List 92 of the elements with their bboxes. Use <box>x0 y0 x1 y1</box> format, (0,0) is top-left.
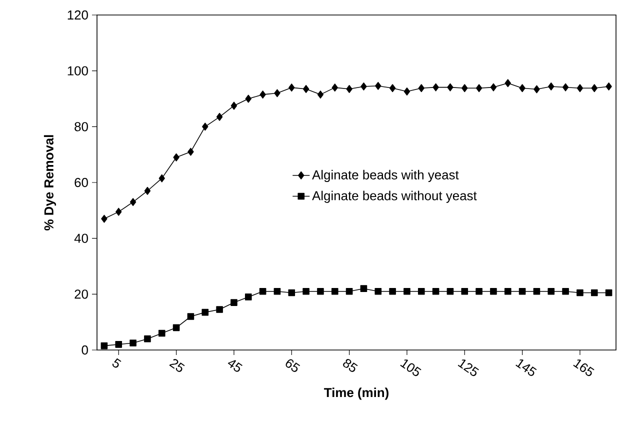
point <box>462 84 468 92</box>
point <box>302 288 310 295</box>
point <box>446 288 454 295</box>
point <box>504 288 512 295</box>
point <box>590 289 598 296</box>
point <box>346 288 353 295</box>
x-tick-label: 145 <box>516 360 537 376</box>
point <box>216 112 223 121</box>
point <box>476 288 482 295</box>
point <box>360 82 367 90</box>
point <box>404 288 410 295</box>
point <box>172 324 180 332</box>
point <box>331 288 338 295</box>
point <box>432 288 440 295</box>
point <box>548 288 555 295</box>
point <box>534 85 540 94</box>
point <box>490 83 497 92</box>
point <box>130 340 136 346</box>
point <box>100 342 108 350</box>
point <box>447 83 454 92</box>
point <box>533 288 540 295</box>
point <box>346 84 352 93</box>
point <box>144 186 151 195</box>
point <box>476 84 482 92</box>
point <box>490 288 497 295</box>
point <box>101 214 108 223</box>
point <box>259 288 266 295</box>
point <box>504 79 511 88</box>
y-tick-label: 120 <box>68 10 88 20</box>
point <box>115 341 122 348</box>
point <box>461 288 468 295</box>
point <box>245 94 252 103</box>
x-tick-label: 85 <box>343 358 358 372</box>
y-tick-label: 0 <box>82 345 88 355</box>
x-tick-label: 25 <box>169 359 185 372</box>
y-tick-label: 100 <box>68 66 88 76</box>
point <box>418 84 424 92</box>
point <box>576 84 584 92</box>
point <box>216 306 223 313</box>
point <box>188 148 194 156</box>
y-tick-label: 20 <box>74 290 88 299</box>
point <box>432 83 439 92</box>
x-tick-label: 5 <box>112 358 122 368</box>
point <box>302 84 310 93</box>
point <box>187 313 194 320</box>
point <box>130 198 136 206</box>
point <box>360 285 368 292</box>
point <box>605 289 612 296</box>
point <box>332 84 338 92</box>
point <box>389 288 396 295</box>
legend-label: Alginate beads without yeast <box>312 190 477 203</box>
y-axis-title: % Dye Removal <box>44 135 56 230</box>
point <box>375 82 382 90</box>
y-tick-label: 60 <box>74 178 88 188</box>
point <box>144 335 151 342</box>
point <box>548 82 554 90</box>
point <box>202 308 209 316</box>
x-tick-label: 165 <box>573 360 594 376</box>
x-tick-label: 125 <box>458 360 479 376</box>
x-axis-title: Time (min) <box>324 388 388 400</box>
point <box>244 294 252 300</box>
point <box>202 122 208 131</box>
y-tick-label: 80 <box>74 122 88 132</box>
point <box>562 288 569 295</box>
point <box>606 82 612 90</box>
point <box>158 174 165 182</box>
point <box>274 288 281 295</box>
point <box>317 90 324 99</box>
point <box>260 90 266 99</box>
point <box>230 102 238 110</box>
point <box>591 84 598 92</box>
x-tick-label: 105 <box>400 360 422 376</box>
point <box>230 299 238 306</box>
point <box>317 288 324 295</box>
legend-label: Alginate beads with yeast <box>312 170 459 182</box>
point <box>173 153 180 162</box>
point <box>389 84 396 92</box>
point <box>116 208 122 216</box>
point <box>274 89 280 98</box>
point <box>404 87 410 96</box>
point <box>519 84 526 92</box>
point <box>158 330 166 337</box>
point <box>418 288 425 295</box>
point <box>576 289 584 296</box>
y-tick-label: 40 <box>74 234 88 243</box>
point <box>518 288 526 295</box>
x-tick-label: 45 <box>228 360 242 372</box>
point <box>288 84 295 92</box>
point <box>562 83 569 92</box>
point <box>374 288 382 295</box>
point <box>288 289 296 296</box>
x-tick-label: 65 <box>286 359 300 372</box>
